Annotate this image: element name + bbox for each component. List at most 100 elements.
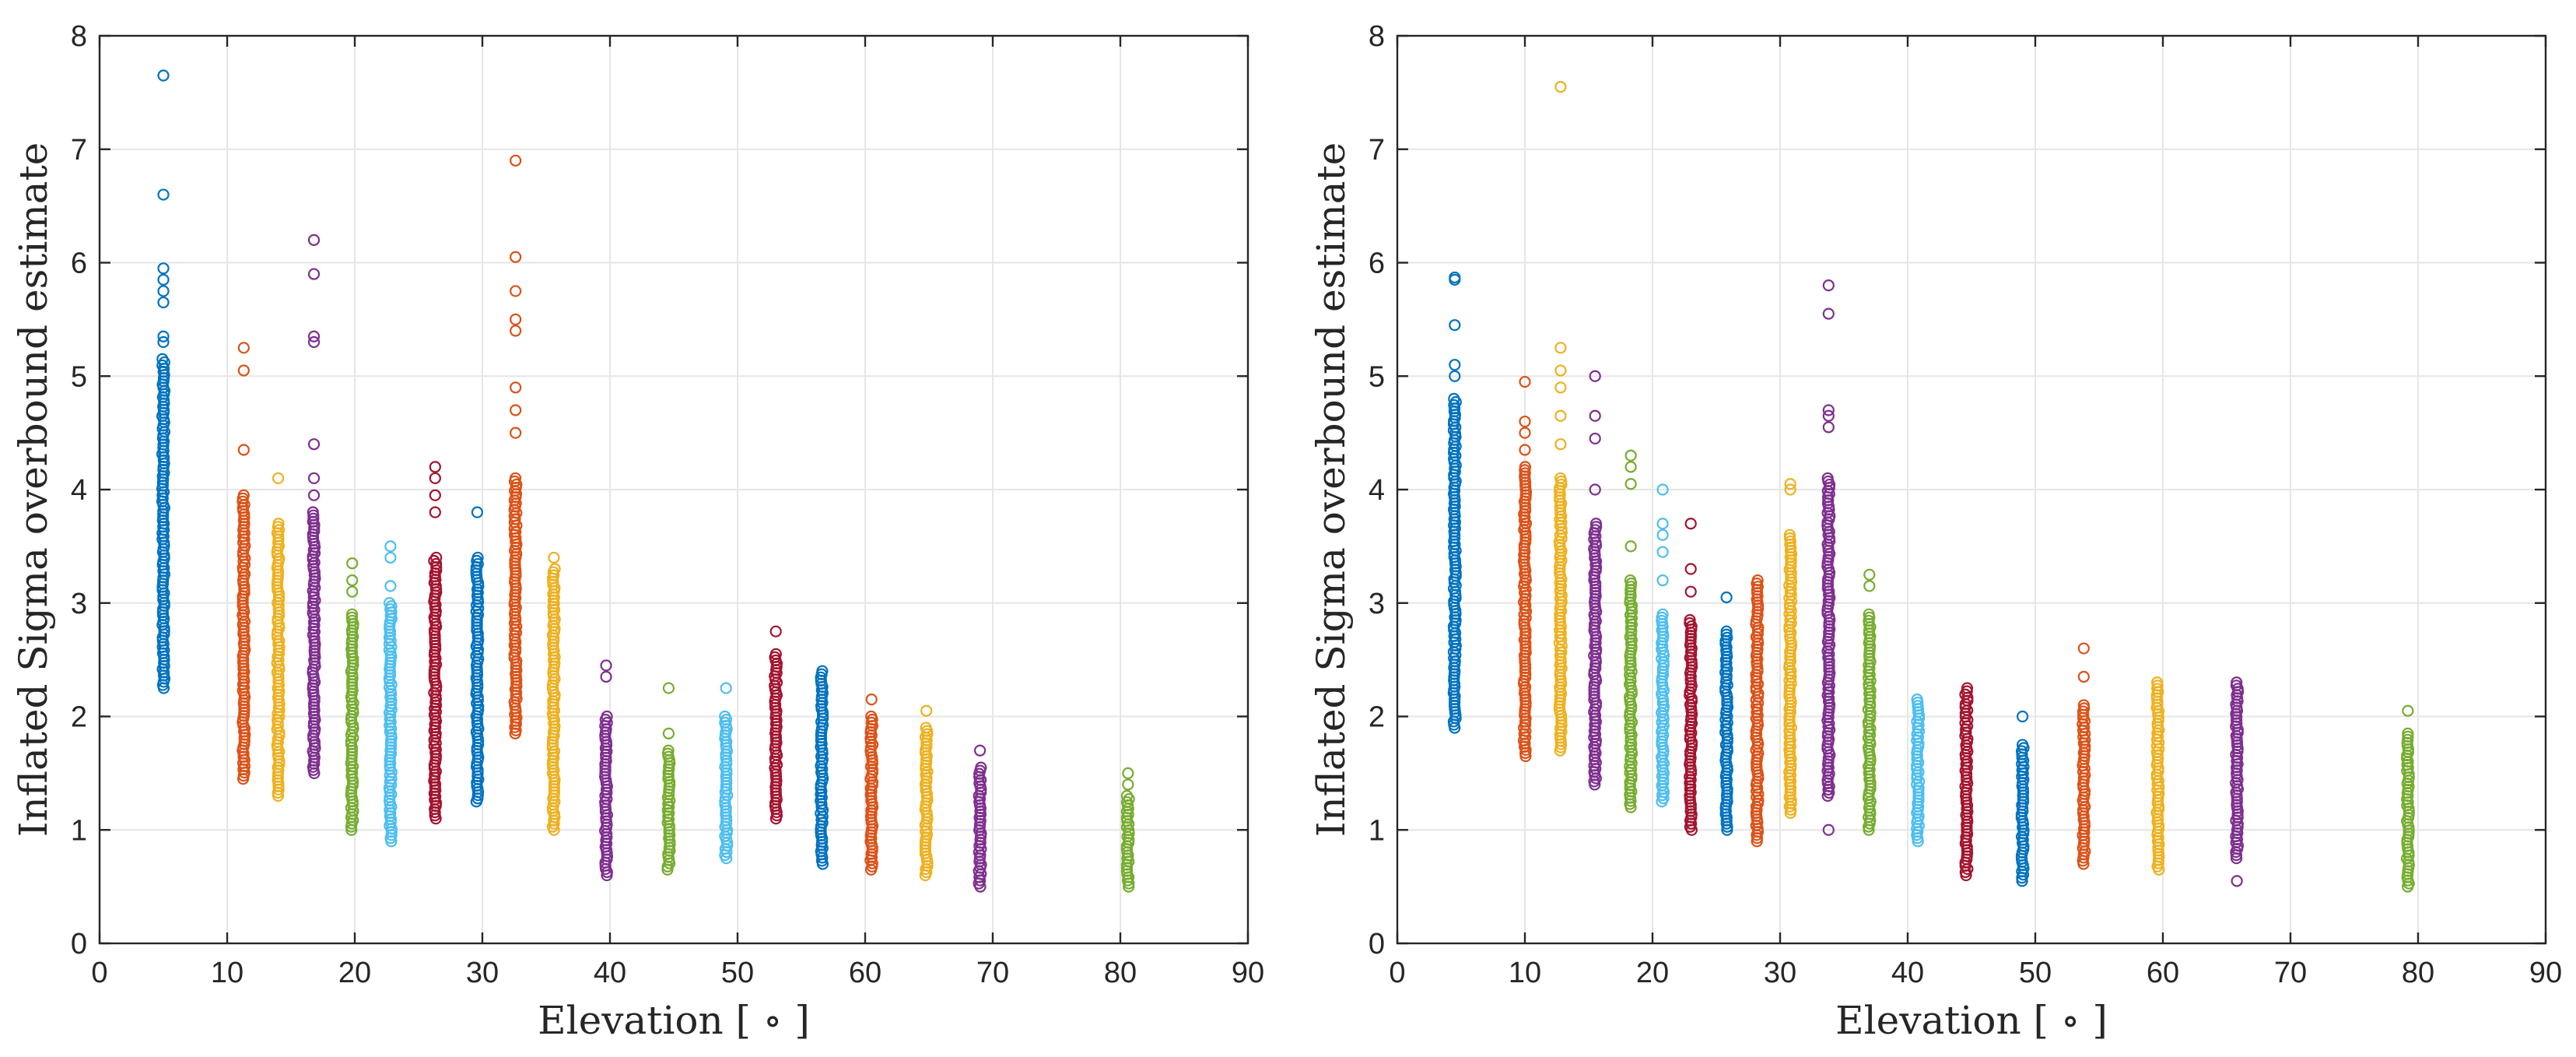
series-11 <box>1821 279 1836 836</box>
data-point-outlier <box>1720 591 1733 604</box>
x-tick-label: 90 <box>1232 957 1264 989</box>
data-point <box>662 744 675 757</box>
data-point-outlier <box>720 682 732 694</box>
x-axis-title: Elevation [ ∘ ] <box>1835 998 2108 1043</box>
series-10 <box>546 551 561 836</box>
data-point <box>307 512 320 525</box>
data-point-outlier <box>1589 483 1601 496</box>
series-18 <box>973 744 987 893</box>
series-7 <box>1684 518 1698 836</box>
data-point-outlier <box>1554 409 1567 422</box>
data-point-outlier <box>272 472 285 485</box>
data-point <box>719 710 731 723</box>
data-point-outlier <box>429 489 441 501</box>
y-tick-label: 4 <box>71 474 87 507</box>
series-14 <box>1959 682 1974 882</box>
series-8 <box>470 506 485 808</box>
data-point-outlier <box>600 659 612 672</box>
series-6 <box>1656 483 1670 808</box>
data-point-outlier <box>1784 483 1796 496</box>
data-point-outlier <box>510 285 522 297</box>
x-tick-label: 10 <box>211 957 244 989</box>
series-3 <box>1553 80 1568 757</box>
series-13 <box>1911 694 1926 848</box>
data-point-outlier <box>510 154 522 167</box>
y-axis-title: Inflated Sigma overbound estimate <box>1309 142 1354 838</box>
y-tick-label: 1 <box>1369 814 1385 847</box>
data-point-outlier <box>157 188 170 201</box>
data-point-outlier <box>1863 580 1876 592</box>
y-tick-label: 5 <box>1369 360 1385 393</box>
data-point-outlier <box>2402 704 2414 717</box>
data-point-outlier <box>2017 710 2029 723</box>
data-point-outlier <box>1589 370 1601 382</box>
series-5 <box>1624 449 1638 813</box>
data-point-outlier <box>1624 461 1637 473</box>
data-point <box>2402 727 2414 739</box>
data-point-outlier <box>2077 642 2090 655</box>
data-point <box>1911 694 1923 706</box>
data-point <box>1783 528 1796 541</box>
series-19 <box>1120 767 1135 893</box>
data-point-outlier <box>510 313 522 325</box>
data-point-outlier <box>769 625 782 637</box>
data-point-outlier <box>1784 478 1796 490</box>
data-point-outlier <box>973 744 987 757</box>
series-1 <box>156 69 171 694</box>
data-point <box>237 489 250 501</box>
series-15 <box>815 665 829 870</box>
data-point-outlier <box>307 268 321 280</box>
data-point-outlier <box>1449 271 1461 284</box>
data-point <box>2077 699 2090 711</box>
data-point-outlier <box>1519 427 1531 439</box>
data-point-outlier <box>510 427 522 439</box>
x-tick-label: 30 <box>1764 957 1796 989</box>
data-point-outlier <box>1684 563 1697 575</box>
x-tick-label: 0 <box>1389 957 1405 989</box>
x-tick-label: 60 <box>2147 957 2179 989</box>
data-point-outlier <box>1519 375 1531 388</box>
data-point <box>1554 472 1567 485</box>
chart-panel-2: 0 10 20 30 40 50 60 70 80 90 0 1 2 3 4 5 6 7 8 Elevation [ … <box>1309 20 2562 1043</box>
data-point-outlier <box>548 551 560 564</box>
data-point-outlier <box>1554 438 1567 451</box>
y-tick-label: 0 <box>71 928 87 960</box>
series-17 <box>919 704 934 882</box>
x-tick-label: 40 <box>594 957 626 989</box>
x-tick-label: 70 <box>2274 957 2307 989</box>
data-point <box>548 563 561 575</box>
scatter-series-group <box>156 69 1135 893</box>
data-point-outlier <box>429 506 441 518</box>
series-10 <box>1783 478 1798 819</box>
data-point-outlier <box>1554 381 1567 394</box>
series-6 <box>383 540 398 848</box>
data-point <box>769 648 782 660</box>
y-tick-label: 0 <box>1369 928 1385 960</box>
scatter-series-group <box>1447 80 2415 893</box>
x-tick-label: 90 <box>2529 957 2562 989</box>
data-point-outlier <box>157 262 170 275</box>
data-point-outlier <box>157 273 170 286</box>
series-4 <box>1588 370 1603 791</box>
y-tick-label: 2 <box>1369 701 1385 734</box>
data-point-outlier <box>429 472 441 485</box>
x-tick-label: 40 <box>1891 957 1924 989</box>
data-point <box>816 665 829 677</box>
data-point-outlier <box>662 727 675 739</box>
y-tick-label: 8 <box>71 20 87 53</box>
data-point <box>1751 574 1764 587</box>
data-point <box>345 608 359 620</box>
data-point <box>865 710 878 723</box>
data-point-outlier <box>1624 449 1637 462</box>
data-point-outlier <box>346 574 359 587</box>
data-point-outlier <box>1519 415 1531 428</box>
data-point-outlier <box>1822 823 1835 836</box>
x-tick-label: 20 <box>1636 957 1669 989</box>
x-axis-title: Elevation [ ∘ ] <box>538 998 810 1043</box>
series-2 <box>237 342 251 785</box>
data-point-outlier <box>600 670 612 683</box>
data-point-outlier <box>2077 670 2090 683</box>
data-point <box>601 710 613 723</box>
